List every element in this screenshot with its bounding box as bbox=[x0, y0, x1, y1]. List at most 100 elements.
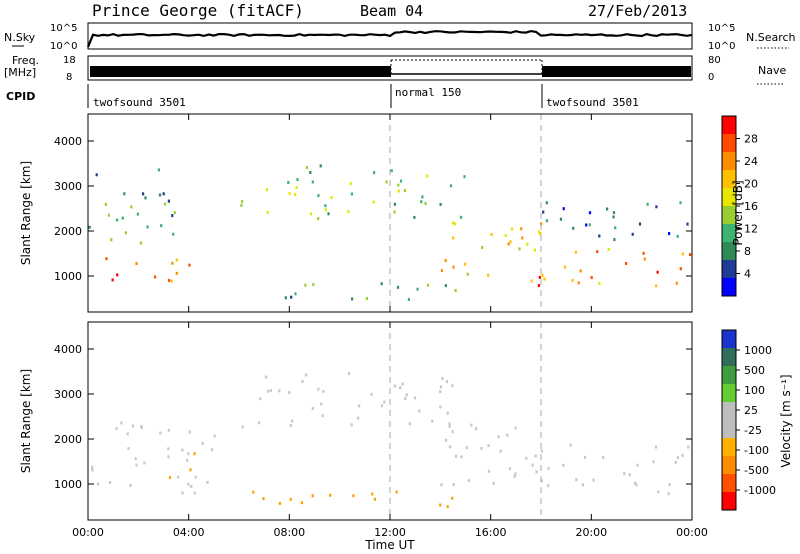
scatter-cell bbox=[652, 460, 655, 464]
scatter-cell bbox=[116, 218, 119, 222]
scatter-cell bbox=[421, 195, 424, 199]
power-colorbar: 28 24 20 16 12 8 4 bbox=[721, 115, 758, 297]
scatter-cell bbox=[668, 232, 671, 236]
scatter-cell bbox=[136, 212, 139, 216]
scatter-cell bbox=[134, 457, 137, 461]
scatter-cell bbox=[612, 211, 616, 215]
scatter-cell bbox=[120, 421, 123, 425]
scatter-cell bbox=[380, 404, 384, 408]
scatter-cell bbox=[187, 452, 190, 456]
scatter-cell bbox=[317, 217, 320, 221]
scatter-cell bbox=[499, 449, 502, 453]
velocity-y-ticks: 1000 2000 3000 4000 bbox=[54, 343, 692, 491]
scatter-cell bbox=[383, 400, 386, 404]
scatter-cell bbox=[497, 435, 500, 439]
scatter-cell bbox=[373, 171, 376, 175]
power-heatmap-data bbox=[88, 164, 692, 301]
scatter-cell bbox=[311, 180, 314, 184]
freq-panel-frame bbox=[87, 55, 693, 81]
scatter-cell bbox=[588, 211, 592, 215]
scatter-cell bbox=[305, 373, 308, 377]
scatter-cell bbox=[127, 447, 130, 451]
scatter-cell bbox=[509, 240, 512, 244]
scatter-cell bbox=[584, 455, 587, 459]
scatter-cell bbox=[431, 419, 434, 423]
scatter-cell bbox=[464, 262, 467, 266]
power-colorbar-tick-label: 24 bbox=[744, 155, 758, 168]
velocity-colorbar-segment bbox=[722, 348, 736, 367]
scatter-cell bbox=[592, 478, 595, 482]
x-tick-label: 12:00 bbox=[374, 526, 406, 539]
scatter-cell bbox=[487, 273, 490, 277]
scatter-cell bbox=[146, 225, 149, 229]
power-colorbar-segment bbox=[722, 152, 736, 171]
scatter-cell bbox=[625, 262, 628, 265]
scatter-cell bbox=[258, 421, 261, 425]
scatter-cell bbox=[643, 257, 646, 261]
scatter-cell bbox=[487, 469, 491, 473]
scatter-cell bbox=[467, 479, 470, 483]
velocity-time-markers bbox=[389, 322, 542, 520]
scatter-cell bbox=[535, 470, 538, 474]
scatter-cell bbox=[116, 273, 119, 277]
scatter-cell bbox=[681, 252, 684, 256]
scatter-cell bbox=[514, 472, 517, 476]
scatter-cell bbox=[301, 379, 304, 383]
freq-label-1: Freq. bbox=[12, 54, 39, 67]
velocity-colorbar-tick-label: -1000 bbox=[744, 484, 776, 497]
scatter-cell bbox=[655, 205, 658, 209]
scatter-cell bbox=[380, 282, 383, 286]
beam-label: Beam 04 bbox=[360, 2, 423, 20]
x-tick-label: 00:00 bbox=[72, 526, 104, 539]
scatter-cell bbox=[445, 438, 448, 442]
scatter-cell bbox=[189, 468, 192, 472]
scatter-cell bbox=[291, 419, 294, 423]
scatter-cell bbox=[167, 199, 170, 203]
velocity-colorbar-segment bbox=[722, 402, 736, 421]
scatter-cell bbox=[521, 236, 524, 240]
y-tick-label: 2000 bbox=[54, 433, 82, 446]
velocity-colorbar-segment bbox=[722, 474, 736, 493]
scatter-cell bbox=[506, 433, 509, 437]
scatter-cell bbox=[188, 263, 191, 267]
scatter-cell bbox=[393, 384, 396, 388]
scatter-cell bbox=[324, 204, 327, 208]
scatter-cell bbox=[300, 501, 303, 505]
scatter-cell bbox=[320, 402, 323, 406]
power-colorbar-label: Power [dB] bbox=[731, 180, 745, 245]
scatter-cell bbox=[154, 275, 157, 279]
scatter-cell bbox=[636, 463, 639, 467]
scatter-cell bbox=[440, 269, 443, 273]
nsearch-tick-bottom: 10^0 bbox=[708, 41, 735, 52]
scatter-cell bbox=[633, 481, 637, 485]
scatter-cell bbox=[350, 423, 353, 427]
velocity-colorbar-tick-label: 25 bbox=[744, 404, 758, 417]
scatter-cell bbox=[463, 175, 466, 179]
scatter-cell bbox=[393, 202, 396, 206]
scatter-cell bbox=[399, 179, 403, 183]
scatter-cell bbox=[508, 467, 512, 471]
scatter-cell bbox=[262, 497, 265, 501]
scatter-cell bbox=[351, 297, 354, 301]
scatter-cell bbox=[396, 285, 400, 289]
x-tick-label: 20:00 bbox=[575, 526, 607, 539]
scatter-cell bbox=[311, 494, 314, 498]
scatter-cell bbox=[241, 200, 244, 204]
scatter-cell bbox=[269, 389, 272, 393]
scatter-cell bbox=[418, 409, 421, 413]
scatter-cell bbox=[187, 482, 190, 486]
y-tick-label: 1000 bbox=[54, 270, 82, 283]
scatter-cell bbox=[655, 284, 658, 288]
scatter-cell bbox=[158, 193, 162, 197]
scatter-cell bbox=[329, 493, 332, 497]
scatter-cell bbox=[420, 200, 423, 204]
scatter-cell bbox=[142, 192, 145, 196]
scatter-cell bbox=[562, 207, 565, 211]
scatter-cell bbox=[95, 173, 98, 177]
power-panel: 1000 2000 3000 4000 Slant Range [km] bbox=[19, 113, 693, 313]
station-title: Prince George (fitACF) bbox=[92, 1, 304, 20]
nsearch-tick-top: 10^5 bbox=[708, 23, 735, 34]
scatter-cell bbox=[140, 425, 143, 428]
scatter-cell bbox=[278, 389, 281, 393]
power-colorbar-segment bbox=[722, 224, 736, 243]
